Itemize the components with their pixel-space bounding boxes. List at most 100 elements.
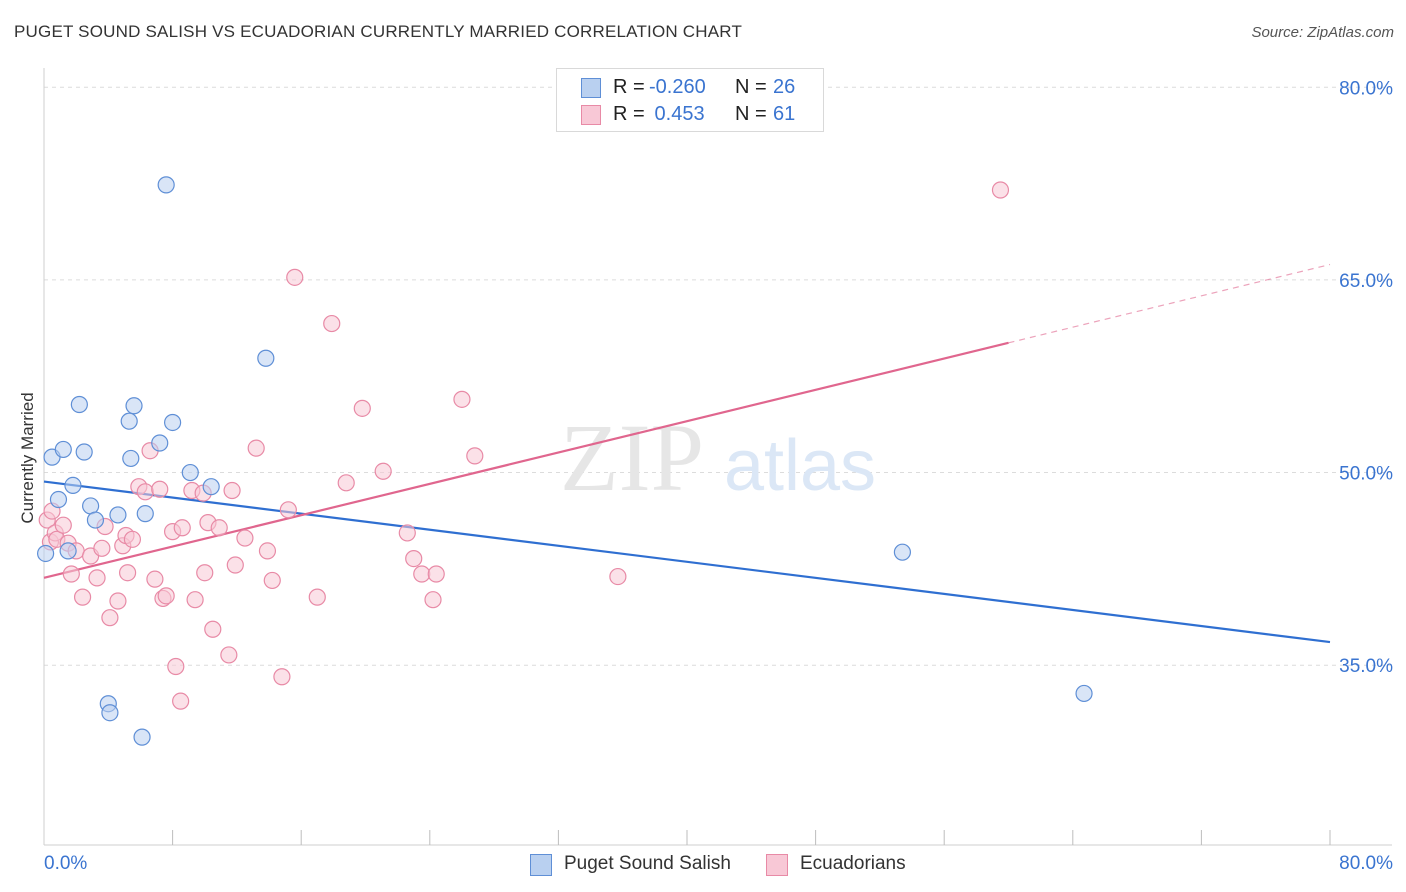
stats-legend-row-blue: R = -0.260 N = 26 xyxy=(557,73,823,101)
ecuadorians-point xyxy=(413,565,431,583)
y-tick-label: 35.0% xyxy=(1339,656,1393,677)
tick-labels: 80.0% 65.0% 50.0% 35.0% 0.0% 80.0% xyxy=(44,78,1393,874)
puget-sound-salish-point xyxy=(257,349,275,367)
puget-sound-salish-point xyxy=(133,728,151,746)
puget-sound-salish-point xyxy=(136,505,154,523)
y-axis-label: Currently Married xyxy=(18,392,37,524)
blue-swatch xyxy=(581,78,601,98)
ecuadorians-point xyxy=(466,447,484,465)
ecuadorians-point xyxy=(118,564,137,582)
ecuadorians-point xyxy=(263,571,281,590)
watermark: ZIP atlas xyxy=(560,404,876,511)
data-points xyxy=(37,176,1093,746)
ecuadorians-point xyxy=(279,501,297,519)
ecuadorians-point xyxy=(609,567,627,586)
watermark-zip: ZIP xyxy=(560,404,704,511)
ecuadorians-point xyxy=(173,519,191,537)
ecuadorians-point xyxy=(123,530,142,548)
puget-sound-salish-point xyxy=(37,544,55,563)
ecuadorians-point xyxy=(93,539,111,557)
puget-sound-salish-point xyxy=(54,440,72,459)
y-tick-label: 80.0% xyxy=(1339,78,1393,99)
puget-sound-salish-point xyxy=(122,449,140,468)
puget-sound-salish-point xyxy=(202,478,220,496)
n-label: N = xyxy=(735,103,773,125)
ecuadorians-trend-line xyxy=(43,341,1009,579)
puget-sound-salish-point xyxy=(101,704,119,722)
trend-lines xyxy=(43,263,1331,644)
series-legend: Puget Sound Salish Ecuadorians xyxy=(0,852,1406,878)
ecuadorians-point xyxy=(308,588,326,606)
ecuadorians-point xyxy=(151,480,169,498)
puget-sound-salish-point xyxy=(164,413,182,432)
watermark-atlas: atlas xyxy=(724,426,876,506)
r-value: 0.453 xyxy=(649,103,705,125)
ecuadorians-trend-extension xyxy=(1008,263,1331,344)
ecuadorians-point xyxy=(247,439,265,457)
puget-sound-salish-point xyxy=(75,443,93,461)
ecuadorians-point xyxy=(258,542,277,560)
gridlines xyxy=(44,86,1392,666)
legend-label: Puget Sound Salish xyxy=(564,853,731,874)
y-tick-label: 65.0% xyxy=(1339,271,1393,292)
pink-swatch xyxy=(581,105,601,125)
x-tick-label: 80.0% xyxy=(1339,853,1393,874)
puget-sound-salish-point xyxy=(86,511,105,529)
ecuadorians-point xyxy=(109,592,127,610)
ecuadorians-point xyxy=(62,565,80,583)
ecuadorians-point xyxy=(73,588,92,606)
ecuadorians-point xyxy=(196,564,214,582)
ecuadorians-point xyxy=(223,481,241,500)
n-value: 26 xyxy=(773,76,796,98)
ecuadorians-point xyxy=(405,550,423,568)
puget-sound-salish-point xyxy=(893,543,912,561)
ecuadorians-point xyxy=(226,556,244,574)
puget-sound-salish-point xyxy=(64,476,82,494)
puget-sound-salish-point xyxy=(157,176,175,194)
n-value: 61 xyxy=(773,103,796,125)
ecuadorians-point xyxy=(991,181,1010,199)
ecuadorians-point xyxy=(172,692,190,710)
ecuadorians-point xyxy=(167,657,185,676)
ecuadorians-point xyxy=(398,524,416,542)
ecuadorians-point xyxy=(136,483,154,501)
ecuadorians-point xyxy=(453,390,471,408)
ecuadorians-point xyxy=(424,591,442,609)
stats-legend-row-pink: R = 0.453 N = 61 xyxy=(557,100,823,128)
puget-sound-salish-point xyxy=(125,397,143,415)
ecuadorians-point xyxy=(204,620,222,638)
ecuadorians-point xyxy=(323,314,341,333)
ecuadorians-point xyxy=(353,399,371,417)
legend-label: Ecuadorians xyxy=(800,853,906,874)
puget-sound-salish-point xyxy=(109,506,127,524)
puget-sound-salish-point xyxy=(151,434,169,452)
ecuadorians-point xyxy=(273,668,291,686)
blue-swatch xyxy=(530,854,552,876)
puget-sound-salish-point xyxy=(59,542,77,560)
r-label: R = xyxy=(613,103,651,125)
puget-sound-salish-trend-line xyxy=(43,480,1331,644)
source-credit: Source: ZipAtlas.com xyxy=(1251,24,1394,41)
ecuadorians-point xyxy=(286,268,304,286)
ecuadorians-point xyxy=(236,529,254,547)
ecuadorians-point xyxy=(157,587,175,605)
ecuadorians-point xyxy=(337,474,355,492)
ecuadorians-point xyxy=(210,519,228,537)
n-label: N = xyxy=(735,76,773,98)
ecuadorians-point xyxy=(186,591,204,609)
ecuadorians-point xyxy=(146,570,164,588)
ecuadorians-point xyxy=(374,462,392,480)
ecuadorians-point xyxy=(220,646,238,664)
ecuadorians-point xyxy=(427,565,445,583)
pink-swatch xyxy=(766,854,788,876)
r-label: R = xyxy=(613,76,651,98)
y-tick-label: 50.0% xyxy=(1339,464,1393,485)
puget-sound-salish-point xyxy=(49,490,68,509)
ecuadorians-point xyxy=(54,516,72,534)
ecuadorians-point xyxy=(88,569,106,587)
puget-sound-salish-point xyxy=(70,395,88,414)
puget-sound-salish-point xyxy=(1075,684,1093,703)
chart-title: PUGET SOUND SALISH VS ECUADORIAN CURRENT… xyxy=(14,22,743,41)
x-tick-label: 0.0% xyxy=(44,853,87,874)
